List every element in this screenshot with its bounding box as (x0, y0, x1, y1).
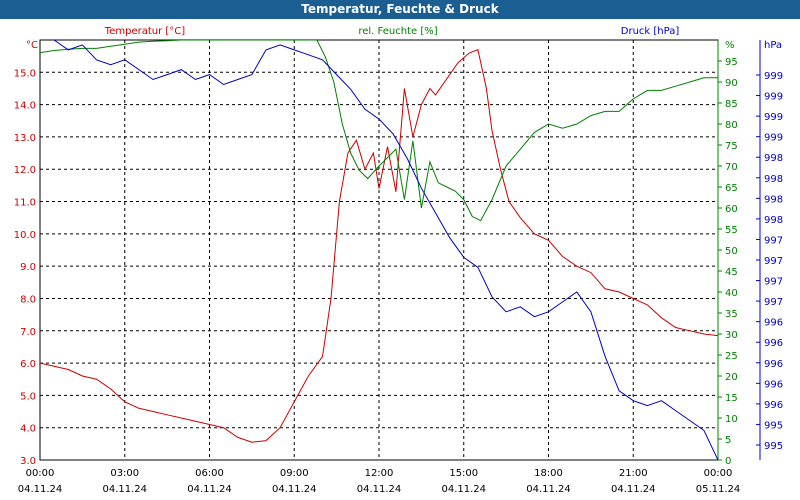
humidity-tick-label: 40 (725, 288, 738, 299)
humidity-tick-label: 75 (725, 141, 738, 152)
pressure-line (52, 40, 718, 460)
humidity-tick-label: 65 (725, 183, 738, 194)
pressure-tick-label: 999 (764, 92, 783, 103)
pressure-tick-label: 999 (764, 133, 783, 144)
x-tick-time: 12:00 (365, 468, 394, 479)
x-tick-time: 21:00 (619, 468, 648, 479)
humidity-tick-label: 90 (725, 78, 738, 89)
series-lines (40, 40, 718, 460)
x-tick-time: 03:00 (110, 468, 139, 479)
humidity-tick-label: 35 (725, 309, 738, 320)
pressure-tick-label: 995 (764, 420, 783, 431)
humidity-tick-label: 95 (725, 57, 738, 68)
chart-title: Temperatur, Feuchte & Druck (0, 0, 800, 19)
temperature-tick-label: 8.0 (20, 294, 36, 305)
humidity-tick-label: 80 (725, 120, 738, 131)
temperature-unit: °C (26, 40, 38, 51)
temperature-tick-label: 14.0 (14, 101, 36, 112)
pressure-tick-label: 999 (764, 112, 783, 123)
temperature-tick-label: 3.0 (20, 456, 36, 467)
x-tick-date: 05.11.24 (696, 484, 741, 495)
temperature-tick-label: 15.0 (14, 68, 36, 79)
humidity-tick-label: 50 (725, 246, 738, 257)
humidity-tick-label: 30 (725, 330, 738, 341)
pressure-tick-label: 996 (764, 400, 783, 411)
x-tick-date: 04.11.24 (18, 484, 63, 495)
humidity-tick-label: 15 (725, 393, 738, 404)
pressure-tick-label: 995 (764, 441, 783, 452)
pressure-tick-label: 998 (764, 194, 783, 205)
x-tick-date: 04.11.24 (102, 484, 147, 495)
humidity-tick-label: 85 (725, 99, 738, 110)
x-tick-date: 04.11.24 (272, 484, 317, 495)
humidity-tick-label: 70 (725, 162, 738, 173)
pressure-tick-label: 996 (764, 338, 783, 349)
pressure-tick-label: 996 (764, 379, 783, 390)
grid-lines (40, 40, 718, 460)
x-tick-time: 00:00 (704, 468, 733, 479)
temperature-tick-label: 10.0 (14, 230, 36, 241)
x-tick-date: 04.11.24 (441, 484, 486, 495)
axes (39, 39, 761, 461)
humidity-tick-label: 0 (725, 456, 731, 467)
pressure-tick-label: 998 (764, 153, 783, 164)
temperature-axis-title: Temperatur [°C] (104, 26, 185, 37)
temperature-tick-label: 7.0 (20, 327, 36, 338)
temperature-tick-label: 12.0 (14, 165, 36, 176)
humidity-line (40, 40, 718, 222)
pressure-tick-label: 998 (764, 215, 783, 226)
x-tick-date: 04.11.24 (187, 484, 232, 495)
humidity-tick-label: 45 (725, 267, 738, 278)
x-tick-date: 04.11.24 (357, 484, 402, 495)
x-tick-time: 09:00 (280, 468, 309, 479)
humidity-tick-label: 60 (725, 204, 738, 215)
humidity-unit: % (725, 40, 735, 51)
pressure-tick-label: 997 (764, 256, 783, 267)
temperature-tick-label: 13.0 (14, 133, 36, 144)
temperature-tick-label: 6.0 (20, 359, 36, 370)
humidity-tick-label: 10 (725, 414, 738, 425)
humidity-tick-label: 20 (725, 372, 738, 383)
temperature-line (40, 49, 718, 443)
temperature-tick-label: 11.0 (14, 198, 36, 209)
pressure-tick-label: 996 (764, 359, 783, 370)
x-tick-time: 00:00 (26, 468, 55, 479)
pressure-tick-label: 998 (764, 174, 783, 185)
x-tick-date: 04.11.24 (526, 484, 571, 495)
pressure-tick-label: 999 (764, 71, 783, 82)
humidity-tick-label: 25 (725, 351, 738, 362)
pressure-tick-label: 997 (764, 277, 783, 288)
humidity-tick-label: 5 (725, 435, 731, 446)
humidity-axis-title: rel. Feuchte [%] (358, 26, 437, 37)
pressure-axis-title: Druck [hPa] (621, 26, 680, 37)
pressure-tick-label: 996 (764, 318, 783, 329)
x-tick-time: 06:00 (195, 468, 224, 479)
x-tick-time: 18:00 (534, 468, 563, 479)
temperature-tick-label: 4.0 (20, 424, 36, 435)
x-tick-date: 04.11.24 (611, 484, 656, 495)
temperature-tick-label: 5.0 (20, 391, 36, 402)
temperature-tick-label: 9.0 (20, 262, 36, 273)
pressure-unit: hPa (764, 40, 782, 51)
pressure-tick-label: 997 (764, 297, 783, 308)
humidity-tick-label: 55 (725, 225, 738, 236)
axis-labels: 3.0 4.0 5.0 6.0 7.0 8.0 9.0 10.0 11.0 12.0 13.0 14.… (14, 26, 783, 495)
pressure-tick-label: 997 (764, 235, 783, 246)
x-tick-time: 15:00 (449, 468, 478, 479)
